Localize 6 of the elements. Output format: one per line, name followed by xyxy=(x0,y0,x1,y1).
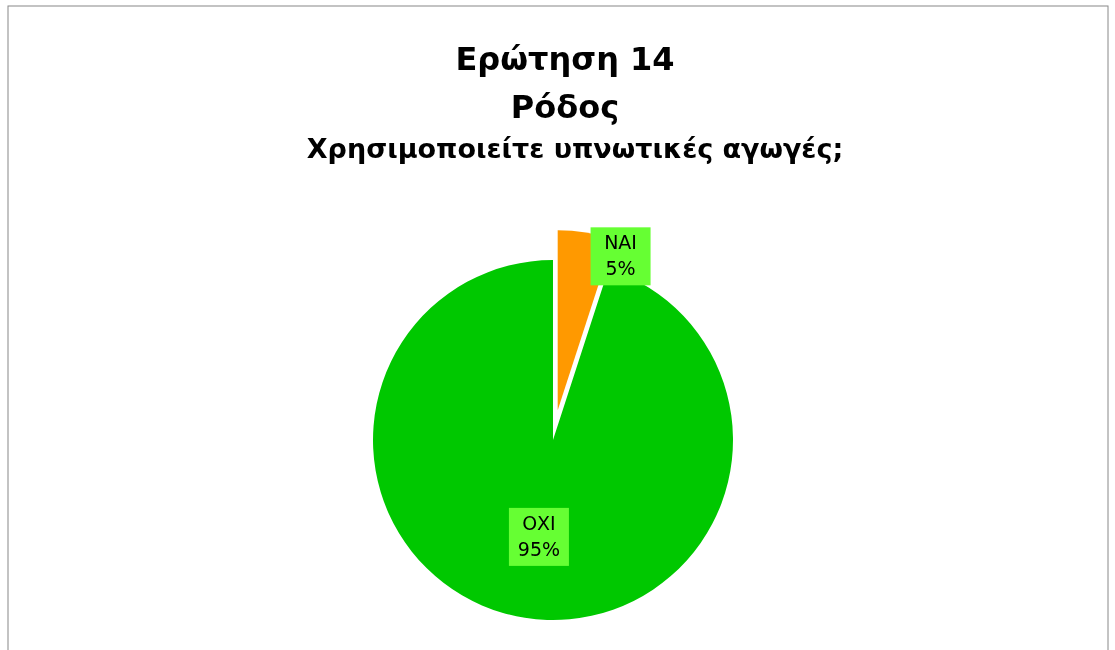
slice-label: ΟΧΙ xyxy=(522,511,556,534)
chart-title: Ερώτηση 14 Ρόδος xyxy=(455,40,675,126)
data-label: 5% xyxy=(605,257,636,280)
data-label: 95% xyxy=(517,537,561,560)
chart-subtitle: Χρησιμοποιείτε υπνωτικές αγωγές; xyxy=(306,133,844,164)
slice-label: ΝΑΙ xyxy=(604,231,637,254)
